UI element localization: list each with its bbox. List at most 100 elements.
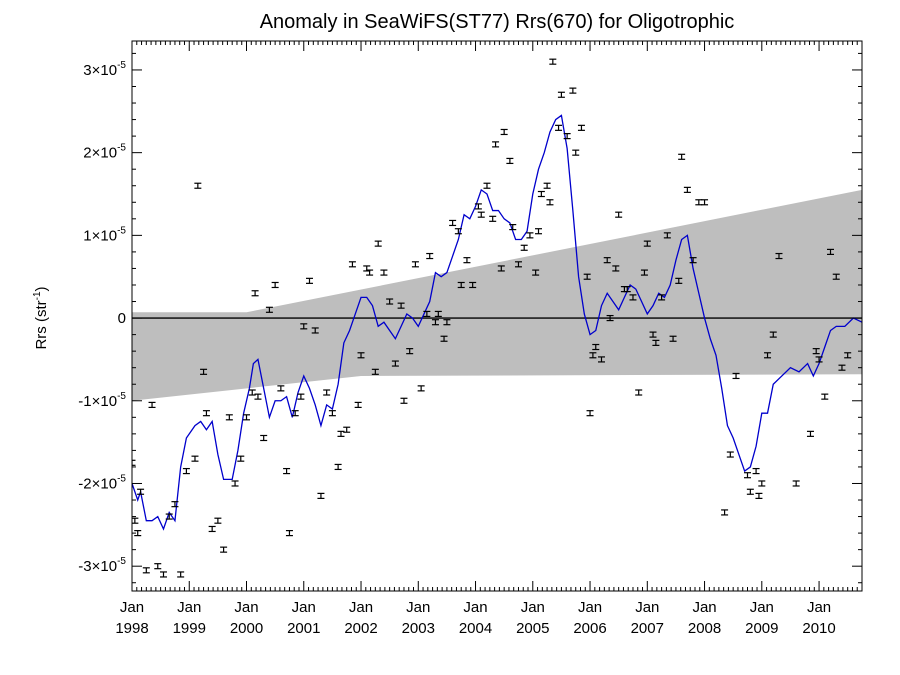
errorbar-point xyxy=(758,480,766,487)
x-tick-label-year: 2006 xyxy=(573,620,606,637)
errorbar-point xyxy=(640,269,648,276)
errorbar-point xyxy=(603,257,611,264)
errorbar-point xyxy=(569,87,577,94)
errorbar-point xyxy=(285,530,293,537)
y-tick-label: -1×10-5 xyxy=(78,391,126,410)
errorbar-point xyxy=(663,232,671,239)
errorbar-point xyxy=(248,389,256,396)
x-tick-label-year: 2009 xyxy=(745,620,778,637)
errorbar-point xyxy=(254,393,262,400)
errorbar-point xyxy=(443,319,451,326)
y-tick-exponent: -5 xyxy=(117,143,126,154)
x-tick-label-month: Jan xyxy=(635,599,659,616)
errorbar-point xyxy=(746,488,754,495)
y-tick-mantissa: 0 xyxy=(118,310,126,327)
y-tick-mantissa: 3×10 xyxy=(83,62,117,79)
x-tick-label-month: Jan xyxy=(292,599,316,616)
errorbar-point xyxy=(417,385,425,392)
anomaly-line-series xyxy=(132,114,862,531)
errorbar-point xyxy=(386,298,394,305)
errorbar-point xyxy=(357,352,365,359)
errorbar-point xyxy=(397,302,405,309)
errorbar-point xyxy=(726,451,734,458)
errorbar-point xyxy=(343,426,351,433)
x-tick-label-month: Jan xyxy=(234,599,258,616)
anomaly-line xyxy=(132,114,862,531)
errorbar-point xyxy=(182,467,190,475)
y-axis-label-main: Rrs (str xyxy=(33,300,50,349)
y-tick-label: 3×10-5 xyxy=(83,60,126,79)
y-tick-label: 1×10-5 xyxy=(83,225,126,244)
y-tick-exponent: -5 xyxy=(117,473,126,484)
errorbar-point xyxy=(311,327,319,334)
errorbar-point xyxy=(406,348,414,355)
x-axis-ticks: Jan 1998 Jan 1999 Jan 2000 Jan 2001 Jan 2002 Jan 20… xyxy=(115,41,863,637)
errorbar-point xyxy=(612,265,620,272)
errorbar-point xyxy=(555,124,563,131)
x-tick-label-year: 2010 xyxy=(802,620,835,637)
errorbar-point xyxy=(317,492,325,499)
band-polygon xyxy=(132,189,862,401)
errorbar-point xyxy=(546,199,554,206)
y-tick-exponent: -5 xyxy=(117,391,126,402)
errorbar-point xyxy=(643,240,651,247)
errorbar-point xyxy=(371,368,379,375)
y-tick-exponent: -5 xyxy=(117,60,126,71)
errorbar-point xyxy=(148,401,156,409)
errorbar-point xyxy=(775,252,783,260)
errorbar-point xyxy=(159,571,167,578)
x-tick-label-year: 2004 xyxy=(459,620,492,637)
errorbar-point xyxy=(283,467,291,475)
errorbar-point xyxy=(483,182,491,189)
errorbar-point xyxy=(400,397,408,404)
errorbar-point xyxy=(563,133,571,140)
x-tick-label-month: Jan xyxy=(807,599,831,616)
errorbar-point xyxy=(220,546,228,553)
y-tick-mantissa: -2×10 xyxy=(78,475,117,492)
errorbar-point xyxy=(423,310,431,318)
errorbar-point xyxy=(457,281,465,289)
x-tick-label-month: Jan xyxy=(349,599,373,616)
x-tick-label-year: 2008 xyxy=(688,620,721,637)
errorbar-point xyxy=(557,91,565,98)
errorbar-point xyxy=(597,356,605,363)
errorbar-point xyxy=(695,199,703,206)
errorbar-point xyxy=(792,480,800,487)
errorbar-point xyxy=(689,257,697,264)
y-tick-exponent: -5 xyxy=(117,225,126,236)
x-tick-label-month: Jan xyxy=(692,599,716,616)
errorbar-point xyxy=(200,368,208,375)
errorbar-point xyxy=(291,410,299,417)
errorbar-point xyxy=(474,203,482,210)
x-tick-label-year: 2005 xyxy=(516,620,549,637)
confidence-band xyxy=(132,189,862,401)
errorbar-point xyxy=(678,153,686,160)
errorbar-point xyxy=(177,571,185,578)
errorbar-point xyxy=(374,240,382,247)
y-tick-mantissa: 2×10 xyxy=(83,145,117,162)
errorbar-point xyxy=(323,389,331,396)
errorbar-point xyxy=(489,215,497,222)
errorbar-point xyxy=(477,211,485,218)
errorbar-point xyxy=(469,281,477,289)
errorbar-point xyxy=(514,261,522,268)
errorbar-point xyxy=(202,410,210,417)
errorbar-point xyxy=(526,232,534,239)
errorbar-points-series xyxy=(132,58,852,578)
errorbar-point xyxy=(827,248,835,256)
x-tick-label-year: 2003 xyxy=(402,620,435,637)
x-tick-label-year: 2002 xyxy=(344,620,377,637)
y-axis-ticks: -3×10-5-2×10-5-1×10-501×10-52×10-53×10-5 xyxy=(78,52,862,584)
x-tick-label-year: 1998 xyxy=(115,620,148,637)
errorbar-point xyxy=(721,509,729,516)
y-tick-label: -3×10-5 xyxy=(78,556,126,575)
errorbar-point xyxy=(391,360,399,367)
y-tick-mantissa: -1×10 xyxy=(78,393,117,410)
errorbar-point xyxy=(208,525,216,533)
errorbar-point xyxy=(366,269,374,276)
errorbar-point xyxy=(243,414,251,421)
errorbar-point xyxy=(669,335,677,342)
errorbar-point xyxy=(265,306,273,313)
y-tick-exponent: -5 xyxy=(117,556,126,567)
errorbar-point xyxy=(305,277,313,284)
